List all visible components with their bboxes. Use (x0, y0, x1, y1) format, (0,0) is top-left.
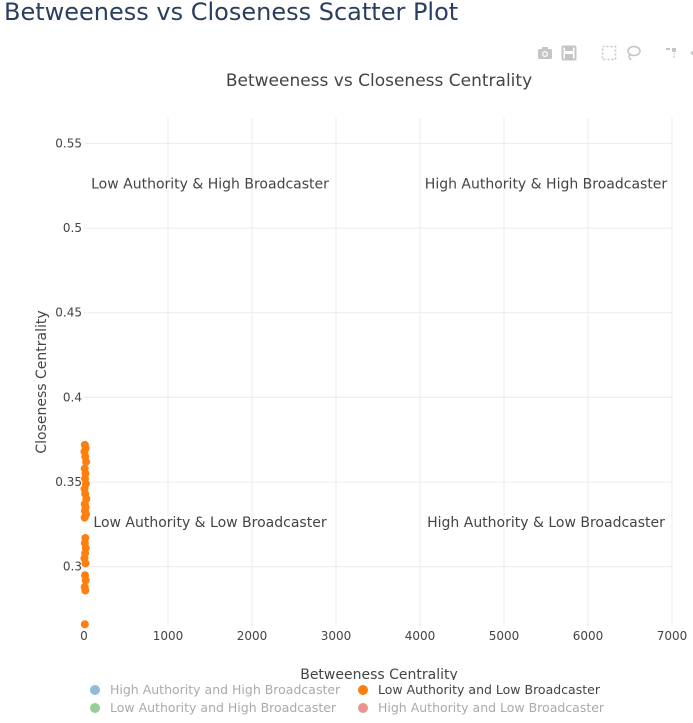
grid (84, 118, 673, 626)
x-tick-label: 2000 (237, 629, 268, 643)
page-title: Betweeness vs Closeness Scatter Plot (4, 0, 459, 26)
camera-icon[interactable] (536, 44, 554, 62)
legend-marker (90, 702, 100, 713)
chart-title: Betweeness vs Closeness Centrality (226, 71, 532, 91)
quadrant-annotations: Low Authority & High Broadcaster High Aut… (91, 176, 667, 531)
legend-label: High Authority and Low Broadcaster (378, 700, 605, 715)
y-tick-label: 0.5 (63, 221, 82, 235)
x-tick-label: 0 (80, 629, 88, 643)
legend: High Authority and High Broadcaster Low … (90, 682, 650, 715)
box-select-icon[interactable] (600, 44, 618, 62)
lasso-icon[interactable] (624, 44, 642, 62)
y-tick-label: 0.55 (55, 136, 82, 150)
data-points (80, 440, 91, 629)
scatter-point[interactable] (81, 586, 90, 595)
legend-marker (358, 702, 368, 713)
scatter-point[interactable] (81, 559, 90, 568)
x-axis-ticks: 0 1000 2000 3000 4000 5000 6000 7000 (80, 629, 687, 643)
x-tick-label: 4000 (405, 629, 436, 643)
y-tick-label: 0.45 (55, 306, 82, 320)
quadrant-annotation: Low Authority & Low Broadcaster (93, 515, 326, 531)
scatter-point[interactable] (80, 620, 89, 629)
x-tick-label: 5000 (489, 629, 520, 643)
quadrant-annotation: High Authority & High Broadcaster (425, 176, 668, 192)
scatter-point[interactable] (80, 513, 89, 522)
scatter-point[interactable] (82, 457, 91, 466)
x-tick-label: 1000 (153, 629, 184, 643)
legend-marker (90, 684, 100, 695)
x-tick-label: 6000 (573, 629, 604, 643)
modebar (536, 44, 693, 62)
y-axis-ticks: 0.3 0.35 0.4 0.45 0.5 0.55 (55, 136, 82, 573)
quadrant-annotation: Low Authority & High Broadcaster (91, 176, 329, 192)
x-tick-label: 3000 (321, 629, 352, 643)
y-axis-label: Closeness Centrality (34, 310, 50, 453)
legend-item-low-low[interactable]: Low Authority and Low Broadcaster (358, 682, 618, 697)
scatter-point[interactable] (81, 576, 90, 585)
legend-item-low-high[interactable]: Low Authority and High Broadcaster (90, 700, 358, 715)
hover-compare-icon[interactable] (688, 44, 693, 62)
legend-marker (358, 684, 368, 695)
scatter-chart[interactable]: 0.3 0.35 0.4 0.45 0.5 0.55 0 1000 2000 3000 4000 5… (0, 0, 693, 680)
legend-label: Low Authority and Low Broadcaster (378, 682, 600, 697)
spike-lines-icon[interactable] (664, 44, 682, 62)
save-icon[interactable] (560, 44, 578, 62)
legend-item-high-high[interactable]: High Authority and High Broadcaster (90, 682, 358, 697)
legend-label: High Authority and High Broadcaster (110, 682, 341, 697)
y-tick-label: 0.4 (63, 390, 82, 404)
y-tick-label: 0.3 (63, 560, 82, 574)
legend-label: Low Authority and High Broadcaster (110, 700, 337, 715)
legend-item-high-low[interactable]: High Authority and Low Broadcaster (358, 700, 618, 715)
y-tick-label: 0.35 (55, 475, 82, 489)
x-tick-label: 7000 (657, 629, 688, 643)
x-axis-label: Betweeness Centrality (300, 667, 458, 680)
quadrant-annotation: High Authority & Low Broadcaster (427, 515, 665, 531)
